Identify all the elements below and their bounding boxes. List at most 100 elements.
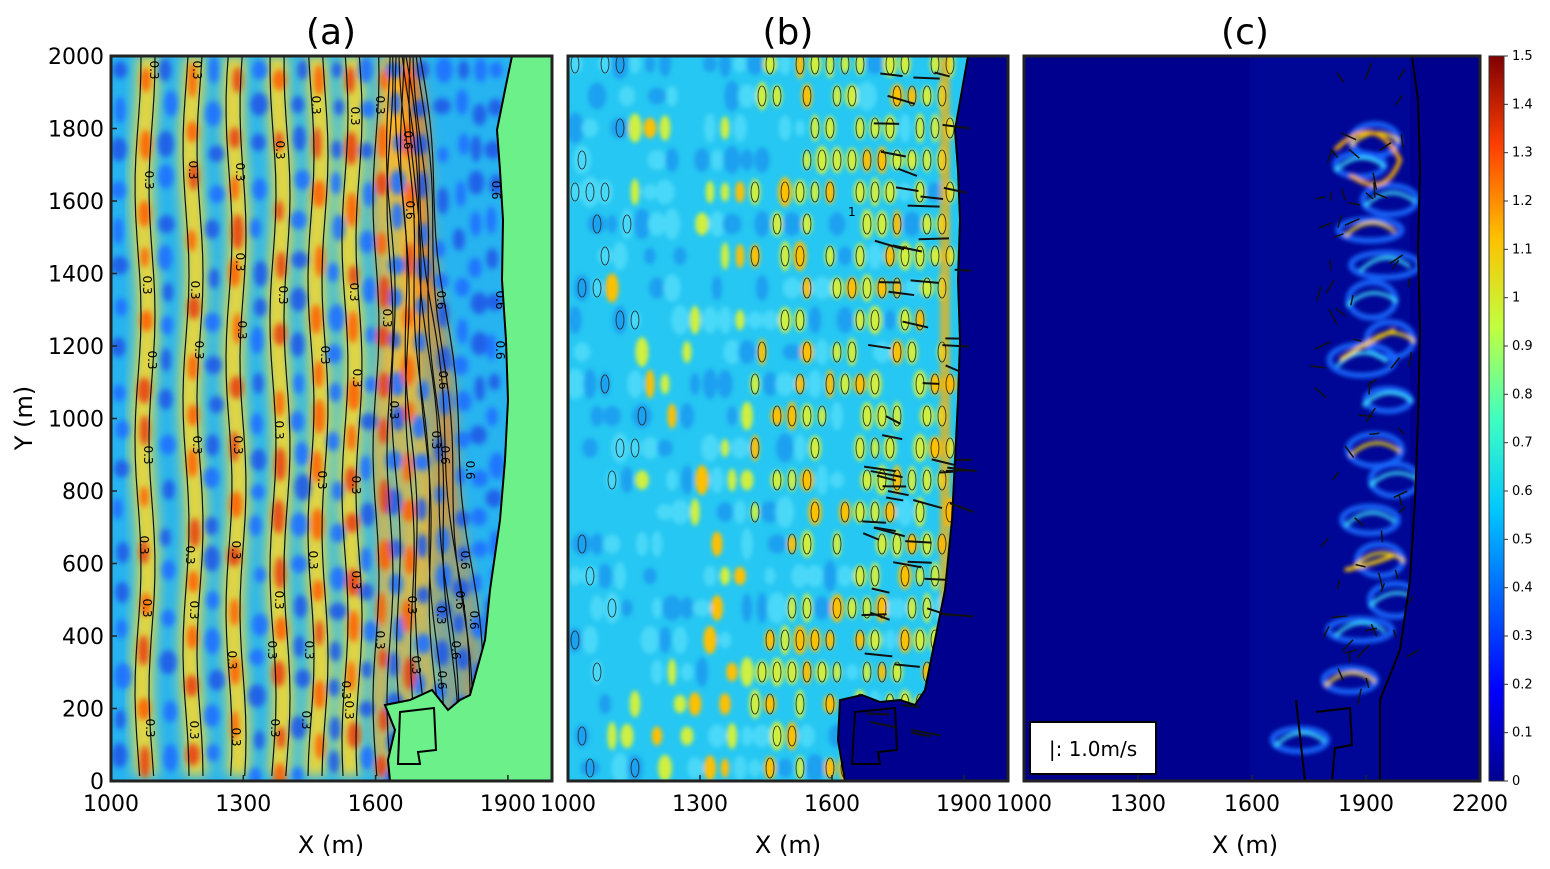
velocity-vector [1356, 644, 1370, 659]
velocity-vector [864, 652, 893, 658]
y-tick-label: 2000 [48, 45, 104, 70]
contour-label: 0.3 [229, 540, 243, 559]
contour-label: 0.3 [183, 545, 197, 564]
colorbar-tick-label: 0.9 [1512, 339, 1533, 354]
contour-label: 0.3 [140, 598, 154, 617]
contour-label: 0.3 [347, 282, 361, 301]
x-tick-label: 1900 [480, 792, 536, 817]
velocity-vector [1379, 142, 1392, 151]
velocity-vector [1337, 214, 1343, 228]
contour-label: 0.3 [276, 285, 290, 304]
contour-label: 0.3 [348, 106, 362, 125]
velocity-vector [945, 364, 961, 373]
colorbar-tick-label: 1 [1512, 291, 1520, 306]
velocity-vector [924, 577, 948, 581]
velocity-vector [1406, 649, 1420, 658]
contour-label: 0.6 [449, 640, 463, 659]
x-tick-label: 1300 [672, 792, 728, 817]
colorbar-tick-label: 0.6 [1512, 484, 1533, 499]
y-tick-label: 800 [62, 480, 104, 505]
x-tick-label: 2200 [1452, 792, 1508, 817]
contour-label: 0.3 [318, 345, 332, 364]
velocity-vector [894, 663, 920, 668]
velocity-vector [954, 268, 972, 272]
panel-c-x-ticks: 1000 1300 1600 1900 2200 [996, 775, 1508, 817]
panel-b-x-label: X (m) [755, 831, 821, 859]
contour-label: 0.3 [429, 430, 443, 449]
contour-label: 0.3 [380, 308, 394, 327]
contour-label: 0.6 [435, 670, 449, 689]
panel-b-field: 1 [568, 56, 1008, 781]
velocity-vector [902, 320, 929, 329]
velocity-vector [934, 71, 950, 78]
velocity-vector [866, 712, 890, 716]
velocity-vector [1364, 627, 1378, 632]
velocity-vector [897, 167, 918, 177]
velocity-vector [905, 540, 932, 544]
velocity-vector [912, 499, 943, 510]
velocity-vector [870, 611, 890, 621]
velocity-vector [1390, 357, 1401, 369]
velocity-vector [887, 94, 916, 105]
contour-label: 0.3 [315, 470, 329, 489]
velocity-vector [1348, 148, 1360, 159]
colorbar-tick-label: 1.3 [1512, 146, 1533, 161]
velocity-vector [907, 560, 932, 564]
velocity-vector [943, 186, 967, 194]
contour-label: 0.3 [349, 570, 363, 589]
panel-a-y-ticks: 0 200 400 600 800 1000 1200 1400 1600 1800 2000 [48, 45, 117, 795]
y-tick-label: 1800 [48, 118, 104, 143]
velocity-vector [910, 279, 939, 284]
contour-label: 0.3 [342, 700, 356, 719]
velocity-vector [1365, 677, 1370, 689]
contour-label: 0.3 [187, 600, 201, 619]
panel-b-title: (b) [763, 12, 814, 53]
panel-a-x-label: X (m) [298, 831, 364, 859]
contour-label: 0.3 [187, 720, 201, 739]
y-tick-label: 1000 [48, 408, 104, 433]
velocity-vector [911, 731, 931, 738]
velocity-vector [1408, 595, 1414, 605]
vector-scale-box: |: 1.0m/s [1029, 721, 1157, 775]
x-tick-label: 1000 [996, 792, 1052, 817]
velocity-vector [942, 123, 970, 130]
velocity-vector [1337, 667, 1344, 681]
y-tick-label: 1600 [48, 190, 104, 215]
velocity-vector [876, 474, 897, 482]
contour-label: 0.3 [235, 320, 249, 339]
velocity-vector [1373, 182, 1376, 198]
x-tick-label: 1000 [540, 792, 596, 817]
velocity-vector [1393, 490, 1408, 498]
panel-a-title: (a) [306, 12, 356, 53]
y-tick-label: 200 [62, 698, 104, 723]
contour-label: 0.3 [147, 60, 161, 79]
contour-label: 0.6 [436, 370, 450, 389]
velocity-vector [1400, 133, 1404, 148]
velocity-vector [867, 343, 891, 350]
y-tick-label: 600 [62, 553, 104, 578]
velocity-vector [1375, 192, 1388, 199]
velocity-vector [1335, 307, 1347, 317]
velocity-vector [1389, 254, 1404, 265]
velocity-vector [1398, 427, 1405, 435]
velocity-vector [862, 520, 887, 524]
contour-label: 0.3 [273, 140, 287, 159]
velocity-vector [918, 237, 949, 241]
contour-label: 0.3 [387, 400, 401, 419]
velocity-vector [907, 204, 940, 208]
contour-label: 0.3 [265, 640, 279, 659]
contour-label: 0.3 [405, 595, 419, 614]
contour-label: 0.3 [349, 475, 363, 494]
velocity-vector [1368, 381, 1371, 395]
contour-label: 0.6 [489, 180, 503, 199]
velocity-vector [869, 720, 897, 729]
velocity-vector [863, 465, 896, 473]
contour-label: 0.3 [233, 252, 247, 271]
velocity-vector [1352, 338, 1362, 342]
x-tick-label: 1600 [348, 792, 404, 817]
colorbar-tick-label: 0.2 [1512, 677, 1533, 692]
velocity-vector [949, 502, 975, 514]
panel-a: 0.3 0.3 0.3 0.3 0.3 0.3 0.3 0.3 0.3 0.3 0.3 0.3 0.3 0… [10, 12, 554, 859]
velocity-vector [1350, 294, 1354, 306]
